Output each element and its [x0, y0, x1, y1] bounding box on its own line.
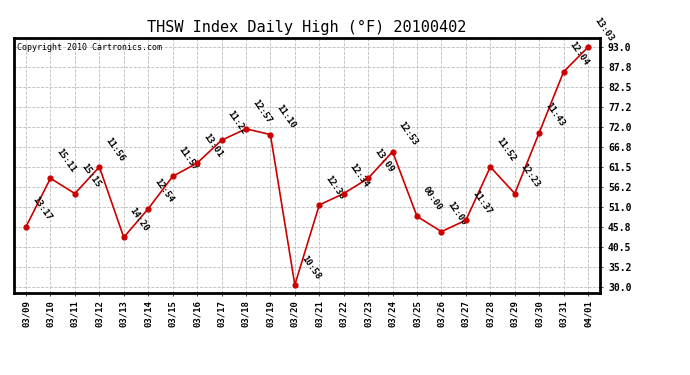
Point	[289, 282, 300, 288]
Text: 13:01: 13:01	[201, 132, 224, 159]
Point	[314, 202, 325, 208]
Point	[509, 190, 520, 196]
Point	[485, 164, 496, 170]
Text: 11:10: 11:10	[275, 103, 297, 130]
Point	[411, 213, 422, 219]
Text: Copyright 2010 Cartronics.com: Copyright 2010 Cartronics.com	[17, 43, 161, 52]
Point	[21, 224, 32, 230]
Point	[70, 190, 81, 196]
Point	[265, 132, 276, 138]
Text: 12:04: 12:04	[568, 40, 591, 68]
Point	[387, 148, 398, 154]
Text: 12:57: 12:57	[250, 98, 273, 124]
Text: 11:52: 11:52	[495, 135, 518, 163]
Point	[363, 176, 374, 181]
Point	[436, 229, 447, 235]
Text: 12:00: 12:00	[446, 200, 469, 228]
Point	[240, 126, 251, 132]
Text: 12:23: 12:23	[519, 162, 542, 189]
Point	[582, 44, 593, 50]
Text: 15:11: 15:11	[55, 147, 77, 174]
Point	[338, 190, 349, 196]
Text: 13:09: 13:09	[373, 147, 395, 174]
Point	[558, 69, 569, 75]
Point	[143, 206, 154, 212]
Text: 00:00: 00:00	[421, 185, 444, 212]
Text: 10:58: 10:58	[299, 254, 322, 281]
Text: 12:54: 12:54	[152, 177, 175, 205]
Text: 15:15: 15:15	[79, 162, 102, 189]
Point	[192, 160, 203, 166]
Title: THSW Index Daily High (°F) 20100402: THSW Index Daily High (°F) 20100402	[148, 20, 466, 35]
Text: 13:17: 13:17	[30, 195, 53, 222]
Text: 11:22: 11:22	[226, 109, 248, 136]
Text: 13:03: 13:03	[592, 16, 615, 43]
Text: 12:53: 12:53	[397, 120, 420, 147]
Point	[94, 164, 105, 170]
Text: 12:38: 12:38	[324, 174, 346, 201]
Point	[118, 234, 129, 240]
Point	[167, 173, 178, 179]
Point	[460, 217, 471, 223]
Point	[216, 137, 227, 143]
Text: 14:20: 14:20	[128, 206, 150, 233]
Point	[45, 176, 56, 181]
Text: 12:34: 12:34	[348, 162, 371, 189]
Text: 11:43: 11:43	[543, 101, 566, 129]
Point	[533, 130, 544, 136]
Text: 11:56: 11:56	[104, 135, 126, 163]
Text: 11:37: 11:37	[470, 189, 493, 216]
Text: 11:57: 11:57	[177, 145, 199, 172]
